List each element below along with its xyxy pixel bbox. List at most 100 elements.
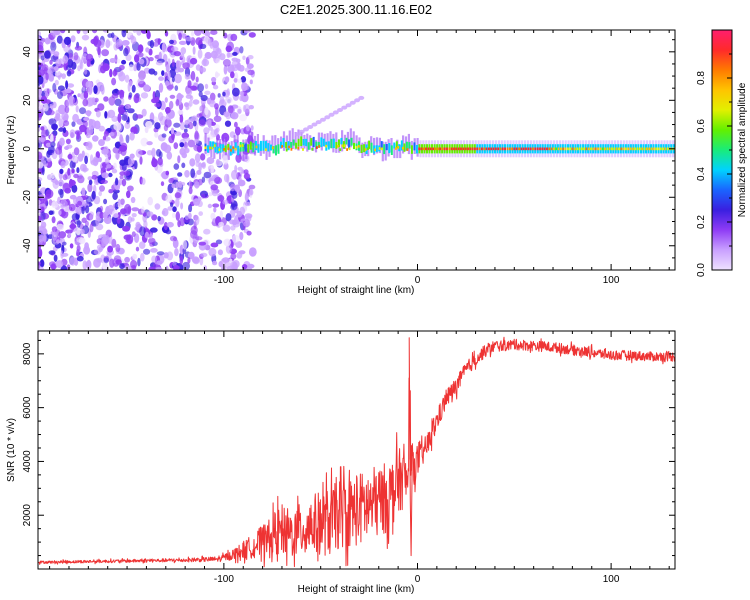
heatmap-core-cell [311, 147, 314, 151]
heatmap-band-cell [368, 140, 371, 149]
heatmap-halo [274, 135, 277, 154]
heatmap-cell [124, 74, 130, 83]
heatmap-core-cell [555, 147, 558, 151]
spectrogram-y-tick-label: 20 [22, 94, 33, 106]
heatmap-cell [239, 231, 244, 241]
heatmap-cell [201, 176, 206, 183]
snr-y-ticks: 2000 4000 6000 8000 [22, 339, 675, 570]
heatmap-band-cell [549, 144, 552, 154]
heatmap-cell [194, 153, 201, 163]
heatmap-cell [75, 207, 83, 215]
heatmap-core-cell [618, 147, 620, 151]
heatmap-cell [250, 125, 254, 131]
heatmap-cell [91, 190, 96, 200]
heatmap-core-cell [464, 147, 467, 151]
heatmap-cell [62, 174, 68, 181]
heatmap-cell [139, 226, 146, 237]
heatmap-cell [76, 255, 84, 262]
heatmap-cell [86, 126, 94, 136]
heatmap-core-cell [378, 147, 381, 150]
heatmap-cell [70, 222, 75, 231]
snr-y-tick-label: 2000 [22, 504, 33, 527]
heatmap-cell [96, 238, 103, 245]
heatmap-core-cell [497, 147, 500, 151]
heatmap-cell [125, 54, 132, 61]
heatmap-cell [146, 211, 154, 217]
heatmap-cell [200, 94, 208, 102]
heatmap-cell [48, 118, 57, 126]
heatmap-core-cell [448, 147, 451, 151]
heatmap-cell [38, 41, 44, 50]
heatmap-cell [170, 127, 175, 135]
heatmap-core-cell [367, 147, 369, 150]
heatmap-cell [48, 210, 54, 215]
heatmap-cell [71, 168, 75, 174]
heatmap-cell [228, 258, 233, 264]
heatmap-band-cell [277, 144, 280, 154]
heatmap-cell [117, 149, 123, 155]
heatmap-cell [174, 73, 182, 84]
heatmap-cell [65, 138, 71, 145]
heatmap-core-cell [611, 147, 613, 151]
heatmap-cell [207, 203, 213, 209]
heatmap-cell [167, 206, 173, 211]
heatmap-cell [194, 181, 200, 189]
heatmap-cell [177, 172, 183, 177]
heatmap-cell [41, 64, 49, 72]
heatmap-core-cell [532, 147, 534, 151]
heatmap-cell [123, 47, 129, 57]
heatmap-cell [184, 119, 189, 126]
heatmap-cell [68, 203, 76, 212]
heatmap-cell [176, 94, 184, 99]
heatmap-cell [161, 70, 165, 76]
heatmap-halo [291, 128, 294, 149]
heatmap-cell [38, 261, 41, 266]
heatmap-cell [115, 243, 121, 253]
heatmap-cell [137, 257, 141, 267]
heatmap-core-cell [343, 144, 346, 147]
heatmap-noise-cells [38, 30, 257, 270]
heatmap-cell [140, 137, 149, 147]
heatmap-core-cell [462, 147, 465, 151]
heatmap-cell [63, 36, 72, 46]
heatmap-cell [40, 54, 45, 61]
heatmap-cell [172, 206, 177, 213]
heatmap-cell [103, 257, 109, 264]
heatmap-cell [119, 134, 123, 143]
heatmap-cell [93, 85, 98, 94]
heatmap-cell [174, 248, 179, 257]
heatmap-core-cell [643, 147, 646, 151]
heatmap-cell [92, 30, 98, 34]
heatmap-cell [188, 100, 193, 107]
heatmap-cell [84, 155, 88, 165]
heatmap-cell [92, 156, 99, 167]
heatmap-cell [67, 168, 71, 176]
heatmap-core-cell [281, 145, 283, 148]
heatmap-cell [233, 78, 238, 83]
heatmap-cell [93, 39, 102, 48]
heatmap-cell [182, 62, 190, 70]
heatmap-band-cell [262, 140, 265, 151]
heatmap-cell [175, 181, 180, 189]
heatmap-cell [108, 96, 116, 106]
spectrogram-y-ticks: -40 -20 0 20 40 [22, 39, 675, 271]
heatmap-core-cell [355, 146, 358, 149]
heatmap-band-cell [360, 144, 363, 153]
heatmap-streak-cell [332, 110, 339, 115]
heatmap-streak-cell [294, 132, 301, 137]
heatmap-cell [189, 85, 198, 91]
snr-x-tick-label: -100 [214, 574, 234, 585]
heatmap-cell [141, 206, 145, 214]
heatmap-core-cell [564, 147, 567, 151]
heatmap-cell [116, 216, 121, 224]
heatmap-cell [62, 182, 71, 193]
heatmap-cell [57, 91, 63, 99]
heatmap-band-cell [219, 144, 222, 153]
heatmap-cell [117, 113, 122, 123]
heatmap-cell [229, 183, 236, 192]
heatmap-cell [100, 65, 106, 74]
heatmap-cell [53, 254, 58, 262]
heatmap-cell [222, 224, 231, 232]
heatmap-cell [113, 162, 117, 170]
heatmap-cell [214, 103, 219, 110]
